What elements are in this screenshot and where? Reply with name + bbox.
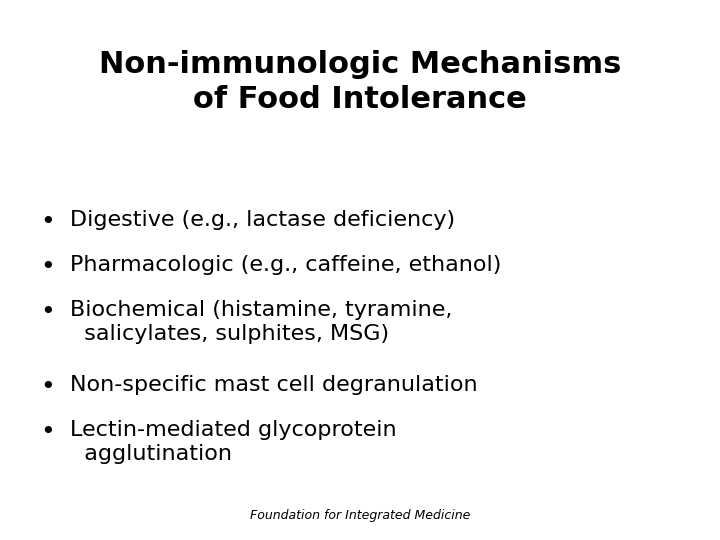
- Text: Pharmacologic (e.g., caffeine, ethanol): Pharmacologic (e.g., caffeine, ethanol): [70, 255, 501, 275]
- Text: Non-specific mast cell degranulation: Non-specific mast cell degranulation: [70, 375, 477, 395]
- Text: •: •: [40, 210, 55, 234]
- Text: Digestive (e.g., lactase deficiency): Digestive (e.g., lactase deficiency): [70, 210, 455, 230]
- Text: Non-immunologic Mechanisms
of Food Intolerance: Non-immunologic Mechanisms of Food Intol…: [99, 50, 621, 114]
- Text: Foundation for Integrated Medicine: Foundation for Integrated Medicine: [250, 509, 470, 522]
- Text: •: •: [40, 255, 55, 279]
- Text: •: •: [40, 300, 55, 324]
- Text: Lectin-mediated glycoprotein
  agglutination: Lectin-mediated glycoprotein agglutinati…: [70, 420, 397, 464]
- Text: •: •: [40, 420, 55, 444]
- Text: Biochemical (histamine, tyramine,
  salicylates, sulphites, MSG): Biochemical (histamine, tyramine, salicy…: [70, 300, 452, 344]
- Text: •: •: [40, 375, 55, 399]
